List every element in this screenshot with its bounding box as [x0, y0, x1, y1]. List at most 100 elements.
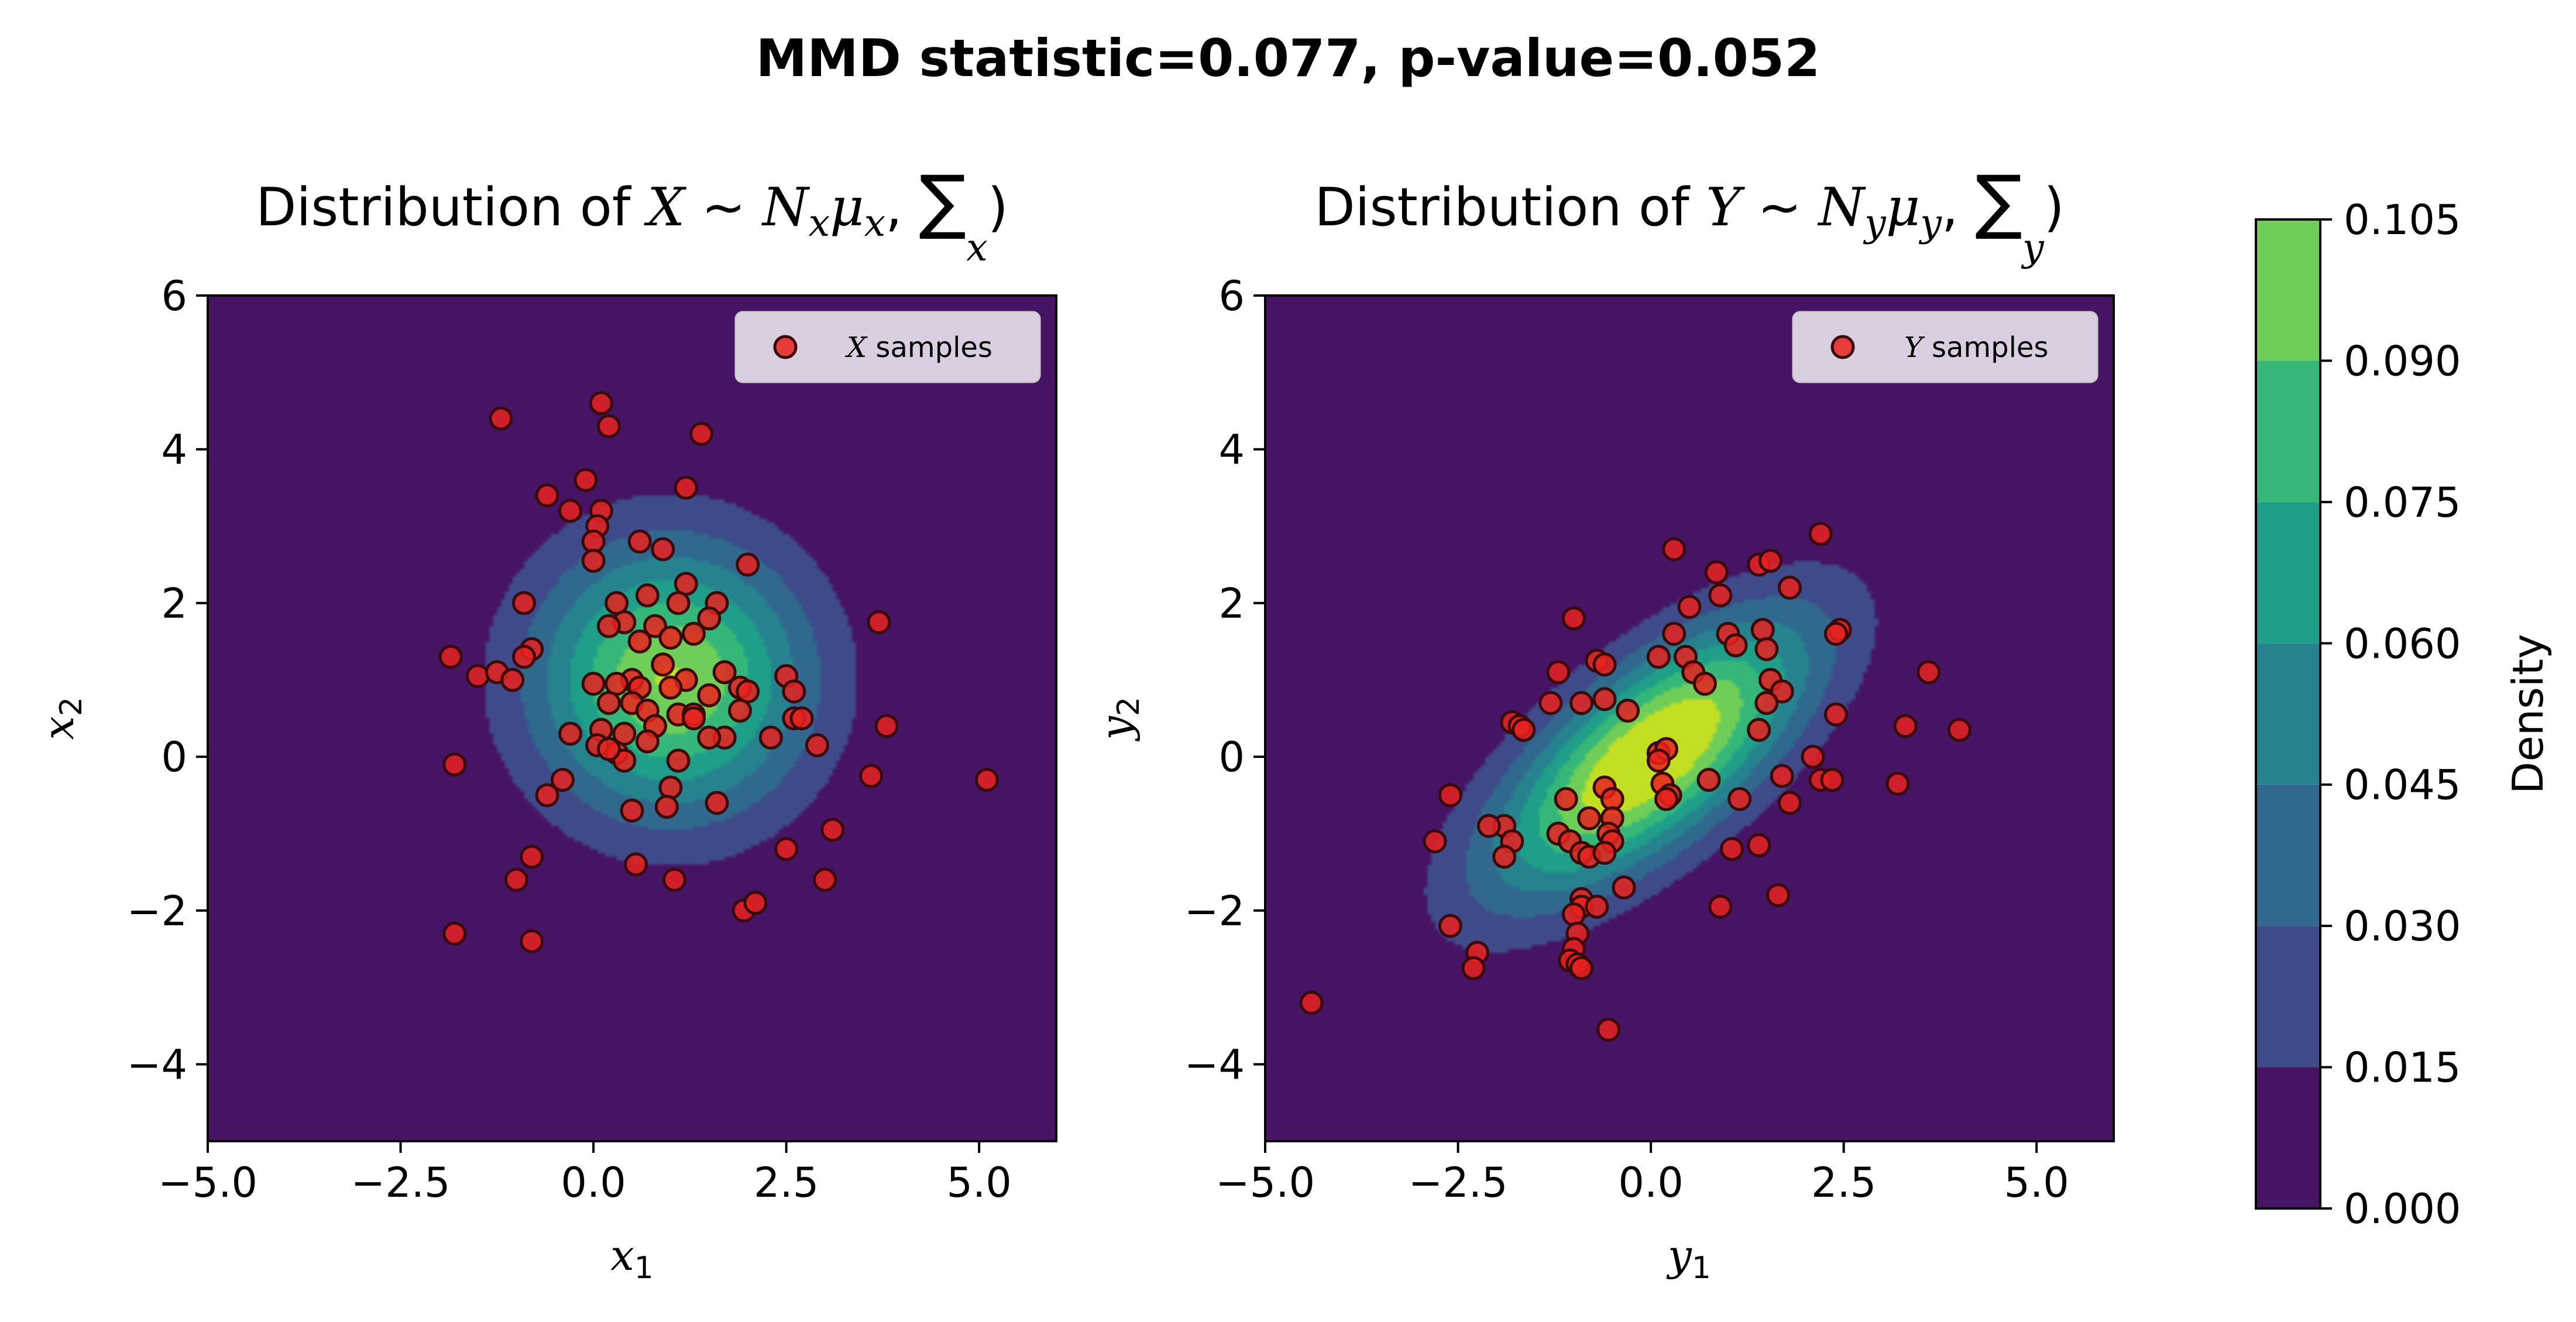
x-tick-label: 0.0: [1618, 1159, 1683, 1207]
sample-point: [728, 698, 753, 723]
sample-point: [805, 733, 829, 757]
sample-point: [1662, 621, 1687, 646]
sample-point: [1704, 560, 1729, 585]
sample-point: [974, 768, 999, 792]
sample-point: [1577, 806, 1602, 830]
panel-x-distribution: −5.0 −2.5 0.0 2.5 5.0 −4 −2 0 2 4 6 x1 x2 Distributio…: [34, 161, 1057, 1286]
colorbar-tick-label: 0.075: [2344, 479, 2461, 527]
sample-point: [1692, 671, 1717, 696]
colorbar-tick-label: 0.090: [2344, 337, 2461, 385]
colorbar-tick-label: 0.060: [2344, 620, 2461, 668]
sample-point: [1770, 764, 1794, 788]
y-tick-label: 6: [161, 272, 187, 320]
x-tick-label: −5.0: [158, 1159, 257, 1207]
sample-point: [736, 552, 760, 577]
y-tick-label: 4: [161, 426, 187, 474]
colorbar-segment: [2256, 219, 2320, 361]
sample-point: [1592, 840, 1617, 865]
sample-point: [1592, 653, 1617, 677]
legend-marker: [1830, 335, 1855, 359]
sample-point: [1438, 914, 1462, 938]
sample-point: [1538, 691, 1563, 715]
sample-point: [1585, 894, 1609, 919]
sample-point: [1461, 956, 1486, 980]
x-tick-label: −2.5: [1409, 1159, 1508, 1207]
sample-point: [573, 468, 598, 492]
sample-point: [511, 644, 536, 669]
y-tick-label: 4: [1218, 426, 1245, 474]
y-tick-label: −2: [1184, 887, 1245, 935]
sample-point: [681, 706, 706, 730]
sample-point: [658, 626, 683, 650]
sample-point: [1616, 698, 1640, 723]
colorbar-segment: [2256, 643, 2320, 785]
sample-point: [1947, 717, 1972, 742]
panel-y-distribution: −5.0 −2.5 0.0 2.5 5.0 −4 −2 0 2 4 6 y1 y2 Distributio…: [1091, 161, 2115, 1286]
sample-point: [705, 791, 729, 815]
sample-point: [550, 768, 575, 792]
sample-point: [596, 614, 621, 638]
panel-title: Distribution of X ~ Nxμx, ∑x): [256, 161, 1008, 270]
sample-point: [1569, 956, 1593, 980]
sample-point: [789, 706, 814, 730]
sample-point: [813, 867, 837, 892]
y-tick-label: 6: [1218, 272, 1245, 320]
sample-point: [1646, 644, 1671, 669]
sample-point: [654, 795, 679, 819]
sample-point: [581, 671, 606, 696]
sample-point: [500, 668, 525, 692]
sample-point: [1801, 744, 1825, 769]
sample-point: [1754, 637, 1779, 661]
sample-point: [1299, 991, 1324, 1015]
sample-point: [1423, 829, 1447, 854]
sample-point: [674, 475, 698, 500]
sample-point: [1750, 617, 1775, 642]
x-tick-label: 2.5: [754, 1159, 819, 1207]
x-tick-label: 0.0: [561, 1159, 626, 1207]
sample-point: [1561, 606, 1586, 631]
sample-point: [1554, 787, 1578, 811]
x-axis-label: x1: [610, 1231, 654, 1286]
sample-point: [1708, 894, 1733, 919]
sample-point: [1677, 595, 1702, 619]
sample-point: [666, 748, 691, 773]
sample-point: [1777, 575, 1802, 600]
x-tick-label: 5.0: [947, 1159, 1012, 1207]
sample-point: [627, 629, 652, 654]
sample-point: [1747, 833, 1771, 857]
sample-point: [743, 891, 768, 915]
sample-point: [620, 798, 644, 823]
sample-point: [489, 406, 513, 431]
sample-point: [627, 529, 652, 554]
x-tick-label: 5.0: [2004, 1159, 2069, 1207]
sample-point: [1916, 660, 1941, 685]
sample-point: [1893, 714, 1918, 739]
sample-point: [658, 675, 683, 700]
sample-point: [1438, 783, 1462, 808]
sample-point: [596, 414, 621, 438]
sample-point: [1646, 748, 1671, 773]
density-contour: [1265, 296, 2114, 1141]
sample-point: [1546, 660, 1571, 685]
sample-point: [658, 775, 683, 800]
legend-marker: [773, 335, 798, 359]
y-tick-label: −4: [1184, 1041, 1245, 1089]
legend: X samples: [734, 311, 1041, 383]
x-tick-label: −2.5: [351, 1159, 451, 1207]
sample-point: [624, 852, 648, 877]
sample-point: [1823, 621, 1848, 646]
sample-point: [1747, 717, 1771, 742]
sample-point: [1492, 844, 1517, 869]
sample-points: [438, 391, 999, 953]
sample-point: [1561, 902, 1586, 926]
sample-point: [1612, 875, 1636, 899]
sample-point: [859, 764, 884, 788]
colorbar-segment: [2256, 784, 2320, 926]
y-tick-label: −4: [127, 1041, 187, 1089]
sample-point: [697, 725, 722, 750]
chart-suptitle: MMD statistic=0.077, p-value=0.052: [756, 28, 1821, 88]
colorbar-label: Density: [2503, 634, 2553, 794]
sample-point: [1777, 791, 1802, 815]
y-tick-label: 0: [1218, 733, 1245, 781]
